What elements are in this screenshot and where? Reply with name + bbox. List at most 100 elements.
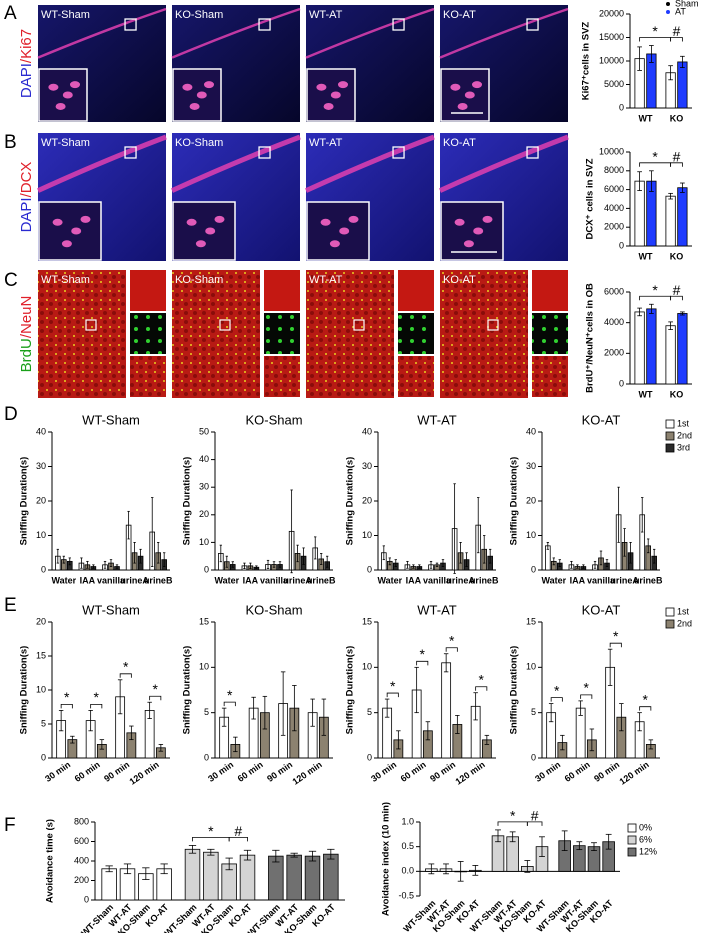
roi-box	[258, 146, 271, 159]
significance: *	[94, 689, 100, 705]
roi-box	[219, 319, 231, 331]
cell	[55, 102, 66, 110]
cell	[473, 227, 484, 235]
annotation: *	[510, 808, 516, 824]
cell	[52, 218, 63, 226]
x-tick-label: 30 min	[43, 759, 72, 784]
y-tick-label: 0.5	[401, 841, 414, 851]
legend-label: 2nd	[677, 430, 692, 440]
roi-box	[85, 319, 97, 331]
significance: *	[449, 632, 455, 648]
y-axis-label: Sniffing Duration(s)	[345, 457, 356, 546]
bracket	[386, 692, 399, 698]
y-tick-label: 40	[199, 454, 209, 464]
panel-letter: D	[4, 404, 18, 425]
chart-title: KO-Sham	[245, 602, 302, 617]
chart-title: KO-AT	[582, 412, 621, 427]
stain-label: BrdU/NeuN	[18, 296, 35, 373]
y-tick-label: 30	[36, 461, 46, 471]
significance: *	[64, 689, 70, 705]
x-tick-label: urineB	[144, 575, 173, 585]
roi-box	[392, 18, 405, 31]
bar	[268, 855, 284, 901]
inset	[306, 201, 370, 261]
bar	[441, 662, 452, 759]
x-tick-label: 60 min	[73, 759, 102, 784]
bracket	[670, 37, 683, 42]
inset	[38, 201, 102, 261]
significance: *	[584, 680, 590, 696]
crop	[532, 356, 568, 397]
cell	[62, 91, 73, 99]
y-tick-label: 10	[36, 530, 46, 540]
x-tick-label: 30 min	[533, 759, 562, 784]
y-axis-label: BrdU⁺/NeuN⁺cells in OB	[585, 283, 596, 393]
significance: *	[479, 671, 485, 687]
y-tick-label: 30	[526, 461, 536, 471]
x-tick-label: 60 min	[563, 759, 592, 784]
bracket	[526, 821, 543, 826]
legend-swatch	[627, 847, 637, 857]
crop	[264, 270, 300, 311]
y-axis-label: Avoidance index (10 min)	[381, 802, 392, 916]
stain-band	[37, 7, 167, 59]
y-tick-label: 0	[531, 564, 536, 574]
cell	[472, 81, 482, 89]
y-tick-label: 20	[36, 616, 46, 626]
y-tick-label: 5	[41, 718, 46, 728]
micrograph	[306, 270, 394, 398]
roi-box	[353, 319, 365, 331]
y-tick-label: 20	[362, 495, 372, 505]
y-tick-label: 0	[531, 752, 536, 762]
y-tick-label: 8000	[604, 165, 624, 175]
bracket	[670, 295, 683, 301]
legend-label: 6%	[639, 834, 652, 844]
bar	[677, 61, 688, 109]
x-tick-label: urineA	[446, 575, 475, 585]
cell	[214, 215, 225, 223]
legend-label: 0%	[639, 822, 652, 832]
x-tick-label: 90 min	[102, 759, 131, 784]
bracket	[416, 660, 429, 666]
annotation: #	[673, 282, 681, 298]
y-tick-label: 1.0	[401, 816, 414, 826]
y-tick-label: -0.5	[398, 890, 414, 900]
panel-letter: C	[4, 270, 18, 291]
y-tick-label: 40	[362, 426, 372, 436]
crop	[130, 270, 166, 311]
legend-label: 1st	[677, 606, 690, 616]
x-tick-label: urineB	[470, 575, 499, 585]
y-tick-label: 20	[199, 509, 209, 519]
x-tick-label: KO	[670, 251, 684, 261]
y-axis-label: Avoidance time (s)	[45, 819, 56, 903]
x-tick-label: vanilla	[587, 575, 616, 585]
cell	[323, 102, 334, 110]
x-tick-label: KO	[670, 113, 684, 123]
stain-band	[439, 7, 569, 59]
cell	[71, 227, 82, 235]
bar	[665, 195, 676, 247]
x-tick-label: urineB	[307, 575, 336, 585]
cell	[454, 218, 465, 226]
x-tick-label: 120 min	[128, 759, 161, 786]
stain-part: /Ki67	[18, 29, 35, 63]
x-tick-label: vanilla	[260, 575, 289, 585]
bracket	[580, 694, 593, 699]
cell	[61, 240, 72, 248]
y-tick-label: 20	[526, 495, 536, 505]
y-tick-label: 10	[526, 662, 536, 672]
x-tick-label: Water	[541, 575, 566, 585]
legend-swatch	[665, 419, 675, 429]
y-tick-label: 10000	[599, 146, 624, 156]
legend-swatch	[627, 835, 637, 845]
x-tick-label: WT	[639, 389, 653, 399]
cell	[338, 81, 348, 89]
y-tick-label: 0	[619, 240, 624, 250]
stain-band	[171, 7, 301, 59]
chart-title: KO-Sham	[245, 412, 302, 427]
y-tick-label: 6000	[604, 286, 624, 296]
significance: *	[390, 678, 396, 694]
x-tick-label: urineA	[120, 575, 149, 585]
x-tick-label: 30 min	[369, 759, 398, 784]
